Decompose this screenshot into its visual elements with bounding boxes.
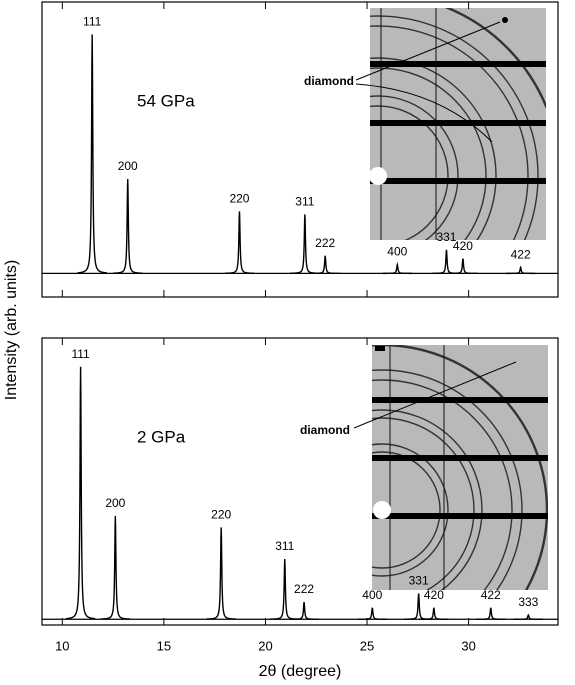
x-tick-label: 10 <box>55 638 69 653</box>
arrow <box>353 361 517 429</box>
diffraction-peak <box>224 211 255 274</box>
arrow <box>355 21 501 143</box>
diffraction-peak <box>357 607 387 620</box>
x-tick-label: 15 <box>157 638 171 653</box>
diffraction-peak <box>419 607 449 620</box>
diffraction-peak <box>65 366 96 620</box>
diffraction-peak <box>513 613 543 620</box>
inset-label: diamond <box>300 423 350 437</box>
x-tick-label: 20 <box>258 638 272 653</box>
y-axis-title: Intensity (arb. units) <box>3 260 20 401</box>
peak-label: 311 <box>295 195 314 209</box>
diffraction-peak <box>310 255 340 275</box>
diffraction-peak <box>77 34 107 274</box>
peak-label: 222 <box>315 236 335 250</box>
inset-image <box>370 8 546 240</box>
peak-label: 400 <box>362 588 382 602</box>
plot-frame <box>41 1 559 298</box>
peak-label: 200 <box>118 159 138 173</box>
diffraction-peak <box>505 265 536 275</box>
peak-label: 111 <box>83 15 102 29</box>
panel-annotation: 54 GPa <box>137 91 195 110</box>
plot-frame <box>41 337 559 626</box>
peak-label: 331 <box>436 230 456 244</box>
x-tick-label: 30 <box>461 638 475 653</box>
diffraction-peak <box>100 515 130 620</box>
inset-label: diamond <box>304 74 354 88</box>
diffraction-peak <box>206 527 236 620</box>
peak-label: 111 <box>71 347 90 361</box>
x-tick-label: 25 <box>360 638 374 653</box>
peak-label: 422 <box>511 248 531 262</box>
peak-label: 220 <box>229 192 249 206</box>
peak-label: 400 <box>387 245 407 259</box>
diffraction-peak <box>289 601 319 620</box>
diffraction-peak <box>448 258 478 275</box>
peak-label: 222 <box>294 582 314 596</box>
peak-label: 422 <box>481 588 501 602</box>
peak-label: 311 <box>275 539 294 553</box>
x-axis-title: 2θ (degree) <box>259 663 342 680</box>
peak-label: 220 <box>211 508 231 522</box>
diffraction-peak <box>382 261 412 275</box>
diffraction-peak <box>431 249 462 275</box>
peak-label: 331 <box>409 574 429 588</box>
peak-label: 420 <box>453 239 473 253</box>
peak-label: 420 <box>424 588 444 602</box>
peak-label: 333 <box>518 595 538 609</box>
peak-label: 200 <box>105 496 125 510</box>
inset-image <box>372 345 548 590</box>
panel-annotation: 2 GPa <box>137 427 186 446</box>
diffraction-peak <box>476 607 506 620</box>
diffraction-peak <box>113 178 143 274</box>
